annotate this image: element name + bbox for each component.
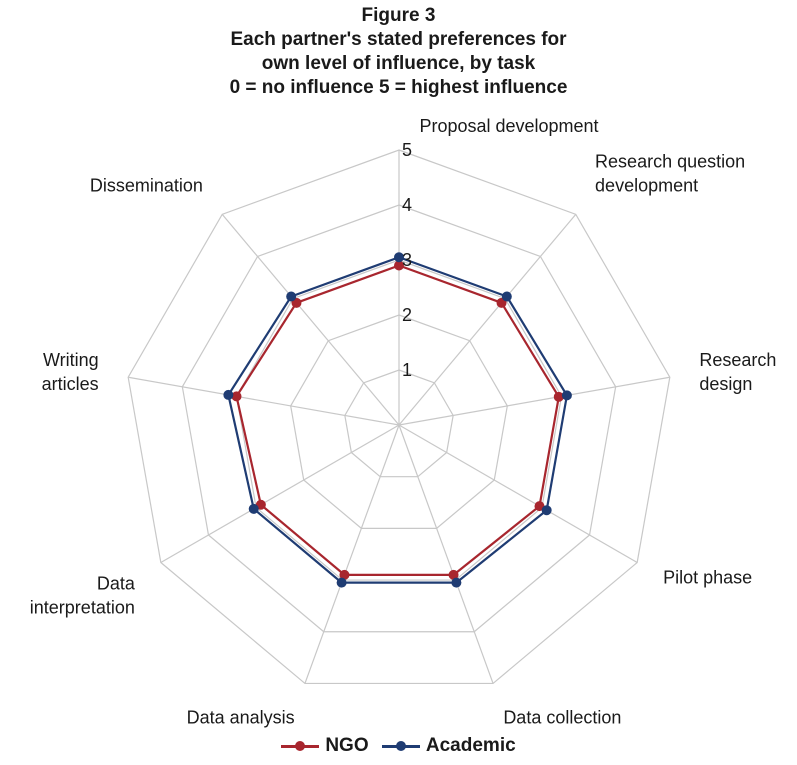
tick-label-4: 4 (402, 195, 412, 215)
grid-spoke-3 (398, 424, 638, 564)
axis-label-0: Proposal development (419, 116, 598, 136)
series-line-academic (227, 256, 569, 584)
grid-ring-2 (290, 314, 508, 529)
radar-grid (127, 149, 671, 685)
axis-label-1-line-1: development (595, 175, 698, 195)
axis-label-4: Data collection (503, 708, 621, 728)
axis-label-5-line-0: Data analysis (187, 708, 295, 728)
legend-label-ngo: NGO (325, 735, 369, 756)
legend: NGO Academic (0, 735, 797, 759)
data-point-academic-4 (451, 577, 462, 588)
axis-label-2: Research design (699, 350, 776, 394)
grid-ring-3 (235, 259, 563, 581)
axis-label-2-line-0: Research (699, 350, 776, 370)
legend-swatch-ngo (281, 739, 320, 753)
data-point-academic-6 (248, 503, 259, 514)
data-point-academic-3 (541, 505, 552, 516)
radar-chart: 1 2 3 4 5 Proposal development Research quest… (30, 116, 777, 728)
chart-title-block: Figure 3 Each partner's stated preferenc… (0, 4, 797, 100)
axis-label-6-line-0: Data (97, 574, 136, 594)
data-point-ngo-0 (394, 260, 404, 271)
data-point-academic-2 (561, 390, 572, 401)
grid-ring-4 (181, 204, 617, 633)
axis-label-4-line-0: Data collection (503, 708, 621, 728)
grid-spoke-8 (221, 213, 400, 426)
axis-label-3-line-0: Pilot phase (663, 568, 752, 588)
axis-label-6-line-1: interpretation (30, 598, 135, 618)
data-point-academic-5 (336, 577, 347, 588)
legend-label-academic: Academic (425, 735, 516, 756)
grid-spoke-5 (304, 424, 400, 684)
axis-label-3: Pilot phase (663, 568, 752, 588)
chart-subtitle-line-2: own level of influence, by task (261, 53, 536, 74)
axis-label-5: Data analysis (187, 708, 295, 728)
data-point-ngo-5 (339, 569, 350, 580)
tick-label-1: 1 (402, 360, 412, 380)
data-point-academic-8 (286, 291, 297, 302)
axis-label-1: Research question development (595, 151, 745, 195)
axis-label-0-line-0: Proposal development (419, 116, 598, 136)
axis-label-7: Writing articles (42, 350, 99, 394)
legend-item-academic: Academic (381, 735, 516, 757)
data-point-academic-7 (223, 389, 234, 400)
radar-series (223, 252, 572, 588)
radar-axis-labels: Proposal development Research question dev… (30, 116, 777, 728)
chart-subtitle-line-1: Each partner's stated preferences for (230, 29, 567, 50)
series-line-ngo (235, 264, 560, 576)
axis-label-6: Data interpretation (30, 574, 136, 618)
axis-label-8: Dissemination (90, 175, 203, 195)
grid-ring-5 (127, 149, 671, 685)
grid-spoke-7 (128, 376, 400, 426)
tick-label-5: 5 (402, 140, 412, 160)
radar-tick-labels: 1 2 3 4 5 (402, 140, 412, 380)
grid-ring-1 (344, 369, 454, 478)
axis-label-8-line-0: Dissemination (90, 175, 203, 195)
data-point-ngo-2 (553, 391, 564, 402)
data-point-ngo-4 (448, 569, 459, 580)
grid-spoke-1 (398, 213, 577, 426)
grid-spoke-2 (398, 376, 670, 426)
axis-label-7-line-1: articles (42, 374, 99, 394)
data-point-academic-0 (394, 252, 404, 263)
axis-label-7-line-0: Writing (43, 350, 99, 370)
axis-label-1-line-0: Research question (595, 151, 745, 171)
grid-spoke-4 (398, 424, 494, 684)
legend-item-ngo: NGO (281, 735, 369, 757)
grid-spoke-6 (160, 424, 400, 564)
tick-label-3: 3 (402, 250, 412, 270)
chart-subtitle-line-3: 0 = no influence 5 = highest influence (229, 77, 568, 98)
chart-title: Figure 3 (361, 5, 436, 26)
legend-swatch-academic (381, 739, 420, 753)
axis-label-2-line-1: design (699, 374, 752, 394)
data-point-academic-1 (501, 291, 512, 302)
data-point-ngo-7 (231, 391, 242, 402)
tick-label-2: 2 (402, 305, 412, 325)
